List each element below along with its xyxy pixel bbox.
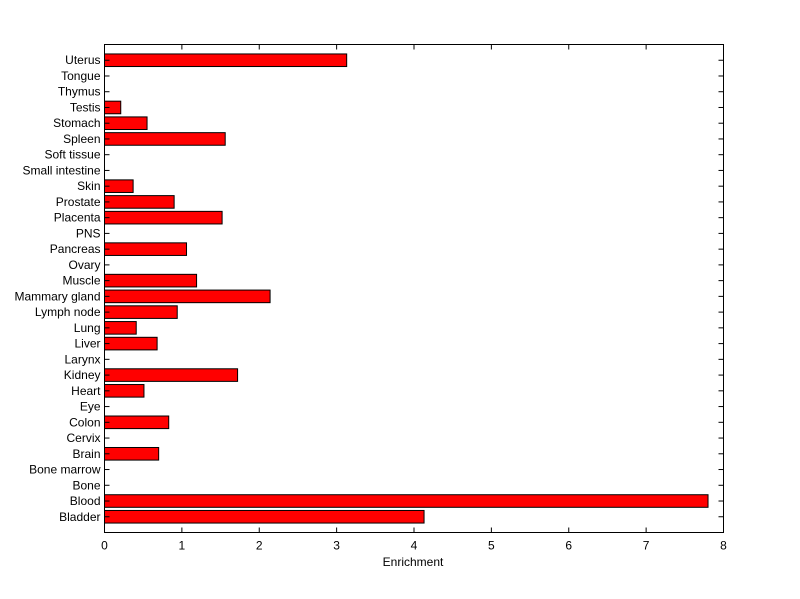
x-tick-label: 7	[643, 539, 650, 553]
y-tick-label: Placenta	[54, 211, 101, 225]
bar-kidney	[104, 368, 239, 382]
y-tick-label: Stomach	[53, 116, 100, 130]
bar-mammary-gland	[104, 289, 271, 304]
x-axis-title: Enrichment	[383, 555, 444, 569]
bar-bladder	[104, 509, 425, 524]
y-tick-label: Blood	[70, 494, 101, 508]
bar-liver	[104, 336, 158, 351]
x-tick-label: 4	[411, 539, 418, 553]
y-tick-label: Bone marrow	[29, 463, 101, 477]
y-tick-label: Mammary gland	[14, 289, 100, 303]
y-tick-label: Skin	[77, 179, 100, 193]
bar-prostate	[104, 195, 175, 209]
bar-brain	[104, 446, 160, 461]
x-tick-label: 6	[565, 539, 572, 553]
y-tick-label: Tongue	[61, 69, 101, 83]
y-tick-label: Bone	[72, 478, 100, 492]
y-tick-label: Spleen	[63, 132, 100, 146]
y-tick-label: Muscle	[62, 274, 100, 288]
x-tick-label: 3	[333, 539, 340, 553]
y-tick-label: Testis	[70, 100, 101, 114]
x-tick-label: 5	[488, 539, 495, 553]
y-tick-label: Larynx	[64, 352, 100, 366]
y-tick-label: Lymph node	[35, 305, 101, 319]
y-tick-label: Ovary	[68, 258, 100, 272]
y-tick-label: Soft tissue	[44, 148, 100, 162]
x-tick-label: 8	[720, 539, 727, 553]
y-tick-label: Uterus	[65, 53, 100, 67]
y-tick-label: PNS	[76, 226, 101, 240]
y-tick-label: Prostate	[56, 195, 101, 209]
y-tick-label: Eye	[80, 400, 101, 414]
bar-blood	[104, 494, 709, 508]
x-tick-label: 0	[101, 539, 108, 553]
y-tick-label: Heart	[71, 384, 101, 398]
y-tick-label: Liver	[74, 337, 100, 351]
x-tick-label: 1	[179, 539, 186, 553]
y-tick-label: Pancreas	[50, 242, 101, 256]
y-tick-label: Lung	[74, 321, 101, 335]
bar-colon	[104, 415, 170, 430]
bar-placenta	[104, 210, 223, 225]
y-tick-label: Bladder	[59, 510, 100, 524]
bar-uterus	[104, 53, 348, 68]
bar-lymph-node	[104, 305, 178, 319]
y-tick-label: Cervix	[66, 431, 100, 445]
bar-spleen	[104, 132, 226, 146]
y-tick-label: Brain	[72, 447, 100, 461]
plot-frame	[104, 44, 724, 533]
y-tick-label: Colon	[69, 415, 100, 429]
bar-pancreas	[104, 242, 188, 256]
bar-stomach	[104, 116, 148, 131]
x-tick-label: 2	[256, 539, 263, 553]
y-tick-label: Kidney	[64, 368, 101, 382]
bar-heart	[104, 384, 145, 398]
y-tick-label: Thymus	[58, 85, 101, 99]
y-tick-label: Small intestine	[22, 163, 100, 177]
bar-muscle	[104, 273, 198, 288]
